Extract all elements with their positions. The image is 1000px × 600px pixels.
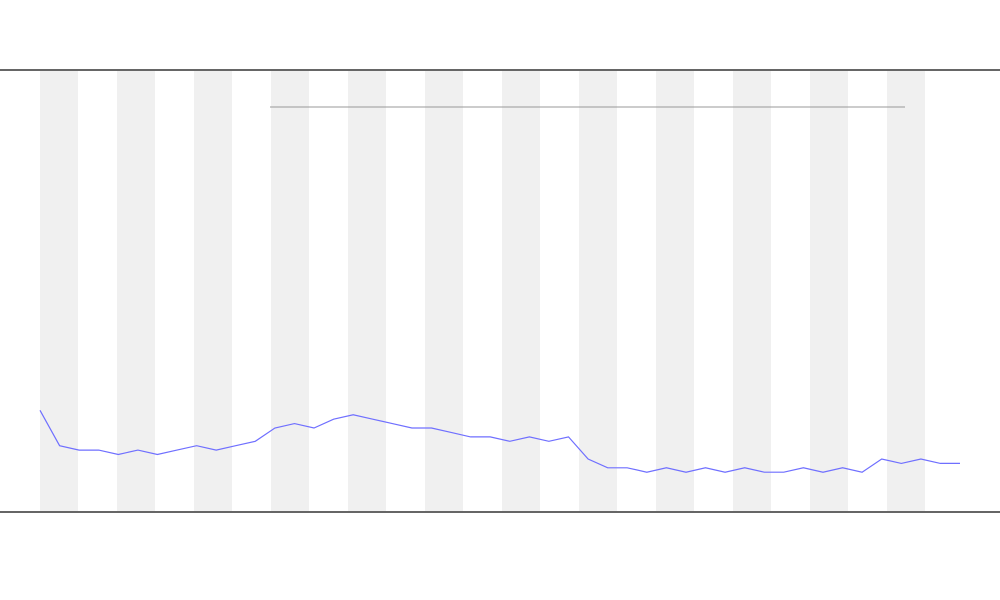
band bbox=[579, 71, 617, 511]
band bbox=[887, 71, 925, 511]
band bbox=[271, 71, 309, 511]
band bbox=[810, 71, 848, 511]
band bbox=[40, 71, 78, 511]
band bbox=[117, 71, 155, 511]
band bbox=[348, 71, 386, 511]
background-bands bbox=[40, 71, 925, 511]
band bbox=[733, 71, 771, 511]
plot-area bbox=[39, 410, 960, 473]
series-line bbox=[39, 410, 960, 473]
band bbox=[425, 71, 463, 511]
band bbox=[502, 71, 540, 511]
band bbox=[194, 71, 232, 511]
band bbox=[656, 71, 694, 511]
